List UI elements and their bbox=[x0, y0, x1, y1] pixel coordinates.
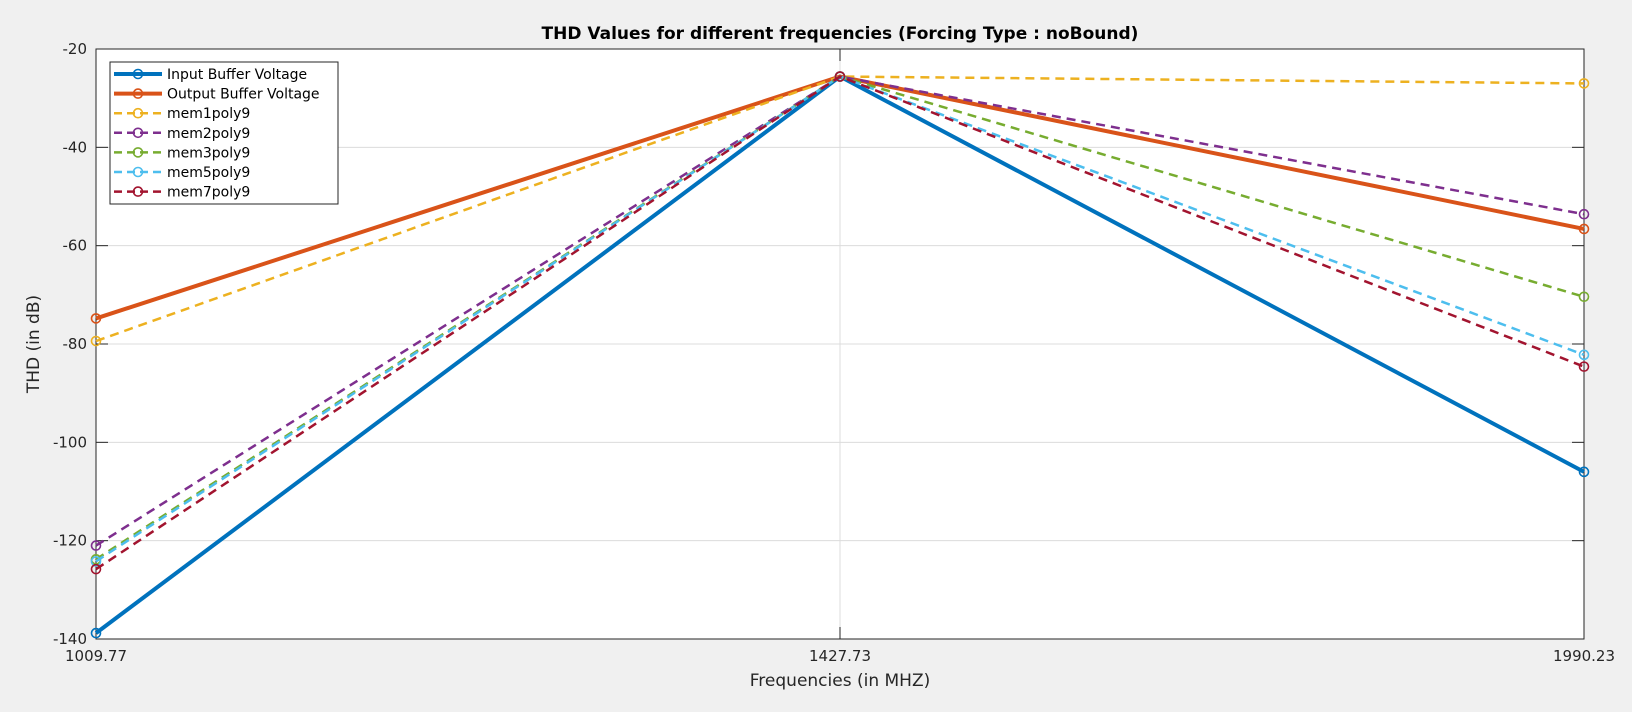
y-tick-label: -40 bbox=[63, 138, 88, 156]
legend-label: mem1poly9 bbox=[167, 106, 250, 122]
x-axis-title: Frequencies (in MHZ) bbox=[750, 671, 930, 691]
legend-label: Output Buffer Voltage bbox=[167, 87, 320, 103]
x-tick-label: 1009.77 bbox=[65, 647, 127, 665]
legend: Input Buffer Voltage Output Buffer Voltag… bbox=[109, 61, 339, 205]
data-point bbox=[90, 627, 102, 639]
data-point bbox=[1578, 466, 1590, 478]
legend-label: mem3poly9 bbox=[167, 145, 250, 161]
y-tick-label: -60 bbox=[63, 237, 88, 255]
legend-item: mem1poly9 bbox=[114, 106, 250, 122]
legend-item: mem5poly9 bbox=[114, 165, 250, 181]
series-mem7poly9 bbox=[90, 71, 1590, 575]
data-point bbox=[1578, 223, 1590, 235]
legend-item: Output Buffer Voltage bbox=[114, 87, 320, 103]
series-layer bbox=[90, 71, 1590, 639]
data-point bbox=[834, 71, 846, 82]
data-point bbox=[1578, 349, 1590, 361]
legend-label: mem2poly9 bbox=[167, 126, 250, 142]
legend-item: mem7poly9 bbox=[114, 185, 250, 201]
y-tick-label: -120 bbox=[53, 532, 87, 550]
data-point bbox=[1578, 291, 1590, 303]
data-point bbox=[1578, 361, 1590, 372]
legend-label: Input Buffer Voltage bbox=[167, 67, 307, 83]
y-tick-label: -80 bbox=[63, 335, 88, 353]
legend-item: Input Buffer Voltage bbox=[114, 67, 307, 83]
y-tick-label: -20 bbox=[63, 40, 88, 58]
legend-marker bbox=[132, 166, 144, 178]
series-line bbox=[95, 75, 1585, 343]
legend-item: mem2poly9 bbox=[114, 126, 250, 142]
chart-title: THD Values for different frequencies (Fo… bbox=[542, 24, 1139, 44]
data-point bbox=[90, 313, 102, 324]
data-point bbox=[90, 556, 102, 567]
legend-marker bbox=[132, 186, 144, 197]
y-tick-label: -140 bbox=[53, 630, 87, 648]
legend-marker bbox=[132, 88, 144, 99]
data-point bbox=[1578, 78, 1590, 89]
y-tick-label: -100 bbox=[53, 433, 87, 451]
data-point bbox=[90, 335, 102, 347]
legend-marker bbox=[132, 147, 144, 158]
series-line bbox=[95, 75, 1585, 571]
series-line bbox=[95, 75, 1585, 547]
legend-marker bbox=[132, 107, 144, 119]
legend-label: mem7poly9 bbox=[167, 185, 250, 201]
y-axis-title: THD (in dB) bbox=[24, 295, 44, 394]
x-tick-label: 1990.23 bbox=[1553, 647, 1615, 665]
x-tick-label: 1427.73 bbox=[809, 647, 871, 665]
legend-label: mem5poly9 bbox=[167, 165, 250, 181]
data-point bbox=[90, 563, 102, 575]
data-point bbox=[90, 540, 102, 551]
legend-marker bbox=[132, 127, 144, 139]
legend-marker bbox=[132, 68, 144, 80]
legend-item: mem3poly9 bbox=[114, 145, 250, 161]
data-point bbox=[1578, 208, 1590, 220]
